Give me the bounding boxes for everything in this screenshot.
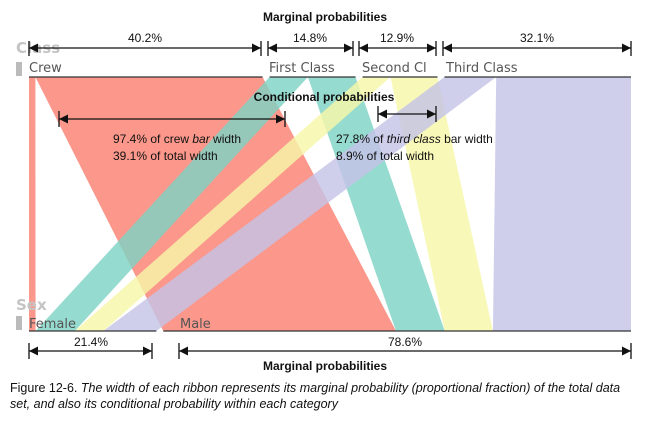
marginal-label-male: 78.6% [388,335,422,349]
marginal-label-second-class: 12.9% [380,31,414,45]
ribbon-second-cl-female[interactable] [74,77,391,331]
marginal-label-female: 21.4% [74,335,108,349]
category-label-male[interactable]: Male [180,317,211,332]
figure-caption: Figure 12-6. The width of each ribbon re… [10,380,642,412]
marginal-label-first-class: 14.8% [293,31,327,45]
crew-conditional-note-line2: 39.1% of total width [113,149,218,163]
third-class-conditional-note-line1: 27.8% of third class bar width [336,132,493,146]
ribbon-crew-female[interactable] [29,77,36,331]
ribbon-first-class-female[interactable] [35,77,308,331]
marginal-label-crew: 40.2% [128,31,162,45]
category-label-crew[interactable]: Crew [29,61,62,76]
ribbons-group [29,77,631,331]
class-dimension-handle[interactable] [16,62,22,76]
ribbon-first-class-male[interactable] [307,77,445,331]
bottom-dimension-lines [28,343,632,359]
third-class-conditional-note-line2: 8.9% of total width [336,149,434,163]
figure-number: Figure 12-6. [10,381,78,395]
category-label-third-class[interactable]: Third Class [445,61,518,76]
conditional-probabilities-title: Conditional probabilities [254,90,395,104]
sex-dimension-handle[interactable] [16,316,22,330]
ribbon-third-class-male[interactable] [492,77,631,331]
ribbon-third-class-female[interactable] [103,77,497,331]
category-label-first-class[interactable]: First Class [269,61,335,76]
category-bars-group [29,76,631,332]
top-dimension-lines [28,41,632,56]
parallel-sets-chart: Class Sex Crew First Class Second Cl Thi… [16,10,632,373]
category-label-second-class[interactable]: Second Cl [362,61,427,76]
marginal-probabilities-title-top: Marginal probabilities [263,10,387,24]
dimension-name-sex: Sex [16,296,47,314]
ribbon-crew-male[interactable] [35,77,396,331]
conditional-dimension-lines [58,106,437,127]
ribbon-second-cl-male[interactable] [390,77,493,331]
category-label-female[interactable]: Female [29,317,76,332]
marginal-probabilities-title-bottom: Marginal probabilities [263,359,387,373]
marginal-label-third-class: 32.1% [520,31,554,45]
crew-conditional-note-line1: 97.4% of crew bar width [113,132,241,146]
figure-caption-text: The width of each ribbon represents its … [10,381,621,411]
